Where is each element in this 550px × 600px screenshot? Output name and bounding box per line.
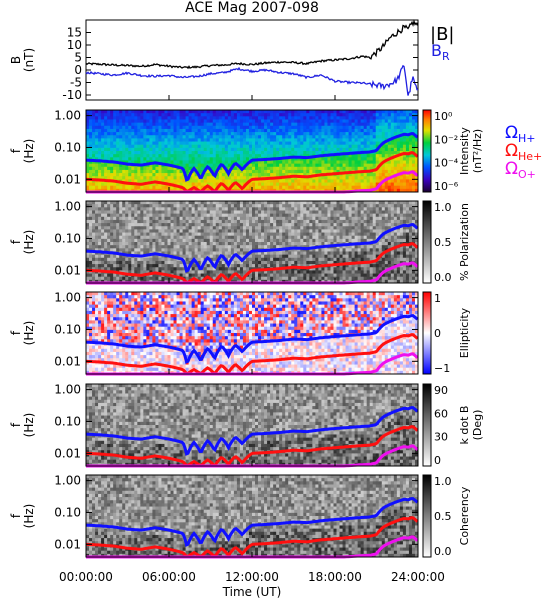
- y-axis-label: (Hz): [22, 139, 36, 164]
- colorbar-tick-label: 10⁰: [434, 110, 453, 123]
- colorbar-tick-label: 1: [434, 292, 441, 305]
- colorbar-tick-label: 10⁻⁶: [434, 180, 459, 193]
- x-axis-label: Time (UT): [222, 585, 282, 599]
- y-tick-label: 0: [74, 63, 82, 77]
- y-tick-label: 10: [67, 38, 82, 52]
- colorbar-tick-label: 0.0: [434, 545, 452, 558]
- figure-title: ACE Mag 2007-098: [185, 0, 319, 16]
- x-tick-label: 12:00:00: [225, 570, 279, 584]
- y-tick-label: 0.01: [54, 446, 81, 460]
- y-tick-label: 0.10: [54, 231, 81, 245]
- y-tick-label: 1.00: [54, 200, 81, 214]
- h-plus-gyrofrequency-line: [85, 406, 419, 456]
- colorbar-tick-label: 30: [434, 431, 448, 444]
- colorbar: [422, 200, 432, 284]
- colorbar-tick-label: 0: [434, 327, 441, 340]
- y-tick-label: 0.10: [54, 140, 81, 154]
- h-plus-gyrofrequency-line: [85, 314, 419, 364]
- y-axis-label: (nT): [22, 48, 36, 72]
- y-axis-label: f: [9, 239, 23, 244]
- y-axis-label: f: [9, 330, 23, 335]
- colorbar-tick-label: 0.5: [434, 510, 452, 523]
- y-tick-label: 0.10: [54, 414, 81, 428]
- colorbar-tick-label: 0: [434, 454, 441, 467]
- x-tick-label: 24:00:00: [391, 570, 445, 584]
- he-plus-gyrofrequency-line: [85, 242, 419, 285]
- colorbar: [422, 474, 432, 558]
- colorbar-tick-label: 1.0: [434, 201, 452, 214]
- br-series-line: [85, 64, 419, 96]
- y-axis-label: f: [9, 513, 23, 518]
- y-tick-label: 1.00: [54, 109, 81, 123]
- h-plus-gyrofrequency-line: [85, 497, 419, 547]
- colorbar-tick-label: −1: [434, 362, 450, 375]
- y-tick-label: 15: [67, 26, 82, 40]
- y-axis-label: f: [9, 422, 23, 427]
- y-axis-label: f: [9, 148, 23, 153]
- y-tick-label: 1.00: [54, 474, 81, 488]
- h-plus-gyrofrequency-line: [85, 223, 419, 273]
- y-tick-label: 0.01: [54, 172, 81, 186]
- colorbar-tick-label: 90: [434, 384, 448, 397]
- y-tick-label: 1.00: [54, 291, 81, 305]
- y-tick-label: -10: [62, 88, 82, 102]
- panel-polarization: 1.00 0.10 0.01 f (Hz) 1.0 0.5 0.0 % Polarization: [9, 200, 471, 285]
- colorbar: [422, 109, 432, 193]
- y-axis-label: (Hz): [22, 413, 36, 438]
- panel-coherency: 1.00 0.10 0.01 f (Hz) 1.0 0.5 0.0 Coherency: [9, 474, 471, 559]
- colorbar-tick-label: 0.5: [434, 236, 452, 249]
- y-tick-label: 5: [74, 51, 82, 65]
- y-axis-label: (Hz): [22, 321, 36, 346]
- spectrogram-cells: [86, 201, 419, 284]
- y-tick-label: 0.01: [54, 263, 81, 277]
- time-axis: 00:00:00 06:00:00 12:00:00 18:00:00 24:00:00: [59, 95, 445, 584]
- colorbar: [422, 291, 432, 375]
- colorbar-tick-label: 1.0: [434, 475, 452, 488]
- y-tick-label: 0.10: [54, 322, 81, 336]
- panel-ellipticity: 1.00 0.10 0.01 f (Hz) 1 0 −1 Ellipticity: [9, 291, 471, 376]
- h-plus-gyrofrequency-line: [85, 132, 419, 182]
- colorbar-tick-label: 0.0: [434, 271, 452, 284]
- colorbar: [422, 383, 432, 467]
- y-axis-label: (Hz): [22, 230, 36, 255]
- y-axis-label: (Hz): [22, 504, 36, 529]
- colorbar-label: Coherency: [458, 486, 471, 545]
- he-plus-gyrofrequency-line: [85, 151, 419, 194]
- btotal-series-line: [85, 19, 419, 70]
- colorbar-tick-label: 10⁻²: [434, 133, 458, 146]
- x-tick-label: 06:00:00: [142, 570, 196, 584]
- y-tick-label: 0.10: [54, 505, 81, 519]
- colorbar-tick-label: 10⁻⁴: [434, 157, 459, 170]
- colorbar-label: Intensity: [458, 127, 471, 175]
- panel-kdotb: 1.00 0.10 0.01 f (Hz) 90 60 30 0 k dot B (Deg): [9, 383, 484, 468]
- y-tick-label: 0.01: [54, 354, 81, 368]
- he-plus-gyrofrequency-line: [85, 516, 419, 559]
- colorbar-label: Ellipticity: [458, 307, 471, 358]
- colorbar-label: % Polarization: [458, 203, 471, 281]
- y-tick-label: 1.00: [54, 383, 81, 397]
- colorbar-label: k dot B: [458, 406, 471, 445]
- legend-btotal: |B|: [430, 24, 454, 45]
- colorbar-tick-label: 60: [434, 407, 448, 420]
- he-plus-gyrofrequency-line: [85, 425, 419, 468]
- panel-intensity: 1.00 0.10 0.01 f (Hz) 10⁰ 10⁻² 10⁻⁴ 10⁻⁶ Intensit…: [9, 109, 542, 194]
- y-axis-label: B: [9, 56, 23, 64]
- x-tick-label: 00:00:00: [59, 570, 113, 584]
- colorbar-label: (Deg): [471, 410, 484, 441]
- y-tick-label: -5: [70, 76, 82, 90]
- he-plus-gyrofrequency-line: [85, 333, 419, 376]
- colorbar-label: (nT²/Hz): [471, 129, 484, 173]
- y-tick-label: 0.01: [54, 537, 81, 551]
- x-tick-label: 18:00:00: [308, 570, 362, 584]
